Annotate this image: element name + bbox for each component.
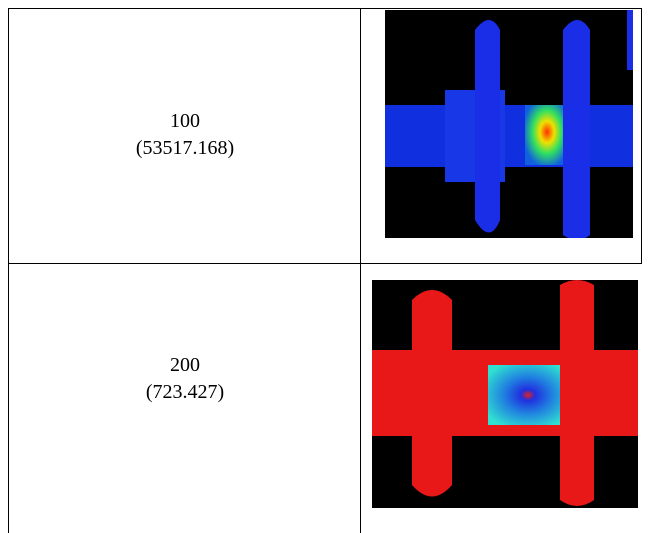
fem-image xyxy=(385,10,633,238)
row-label: 100 (53517.168) xyxy=(9,108,361,162)
result-value: (53517.168) xyxy=(9,135,361,162)
page: 100 (53517.168) 200 (723.427) xyxy=(0,0,649,533)
table-border xyxy=(8,8,9,533)
table-border xyxy=(641,8,642,264)
row-divider xyxy=(8,263,642,264)
result-value: (723.427) xyxy=(9,379,361,406)
load-value: 100 xyxy=(9,108,361,135)
load-value: 200 xyxy=(9,352,361,379)
table-border xyxy=(8,8,642,9)
column-divider xyxy=(360,8,361,533)
row-label: 200 (723.427) xyxy=(9,352,361,406)
fem-image xyxy=(372,280,638,508)
